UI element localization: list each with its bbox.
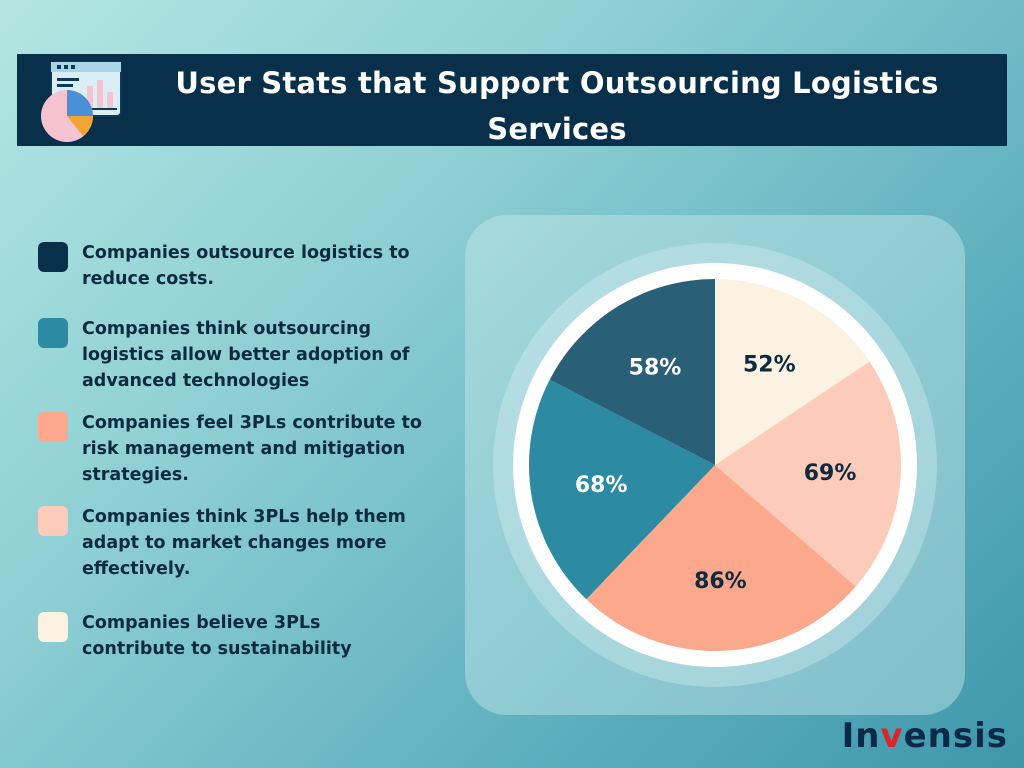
brand-logo: Invensis xyxy=(842,716,1008,756)
legend-item: Companies outsource logistics to reduce … xyxy=(38,240,422,292)
legend-item: Companies believe 3PLs contribute to sus… xyxy=(38,610,422,662)
legend-swatch xyxy=(38,318,68,348)
logo-text-end: ensis xyxy=(903,716,1008,756)
page-title: User Stats that Support Outsourcing Logi… xyxy=(175,66,939,146)
legend-label: Companies think 3PLs help them adapt to … xyxy=(82,507,406,579)
legend-label: Companies outsource logistics to reduce … xyxy=(82,243,410,289)
slice-value-label: 69% xyxy=(804,461,857,486)
pie-slice xyxy=(715,279,870,465)
legend-swatch xyxy=(38,242,68,272)
logo-text-accent: v xyxy=(880,716,904,756)
legend-label: Companies believe 3PLs contribute to sus… xyxy=(82,613,352,659)
legend-label: Companies feel 3PLs contribute to risk m… xyxy=(82,413,422,485)
pie-slice xyxy=(586,465,856,651)
logo-text-start: In xyxy=(841,716,881,756)
legend-item: Companies think 3PLs help them adapt to … xyxy=(38,504,422,582)
slice-value-label: 68% xyxy=(575,473,628,498)
legend-swatch xyxy=(38,612,68,642)
slice-value-label: 58% xyxy=(629,356,682,381)
pie-slice xyxy=(715,361,901,587)
slice-value-label: 86% xyxy=(694,569,747,594)
pie-slice xyxy=(549,279,715,465)
pie-slice xyxy=(528,379,715,600)
legend-label: Companies think outsourcing logistics al… xyxy=(82,319,410,391)
chart-dashboard-icon xyxy=(41,61,122,142)
legend-item: Companies think outsourcing logistics al… xyxy=(38,316,422,394)
pie-chart: 52% 69% 86% 68% 58% xyxy=(493,243,937,687)
title-banner: User Stats that Support Outsourcing Logi… xyxy=(17,54,1007,146)
legend-item: Companies feel 3PLs contribute to risk m… xyxy=(38,410,422,488)
slice-value-label: 52% xyxy=(743,352,796,377)
legend-swatch xyxy=(38,412,68,442)
legend-swatch xyxy=(38,506,68,536)
